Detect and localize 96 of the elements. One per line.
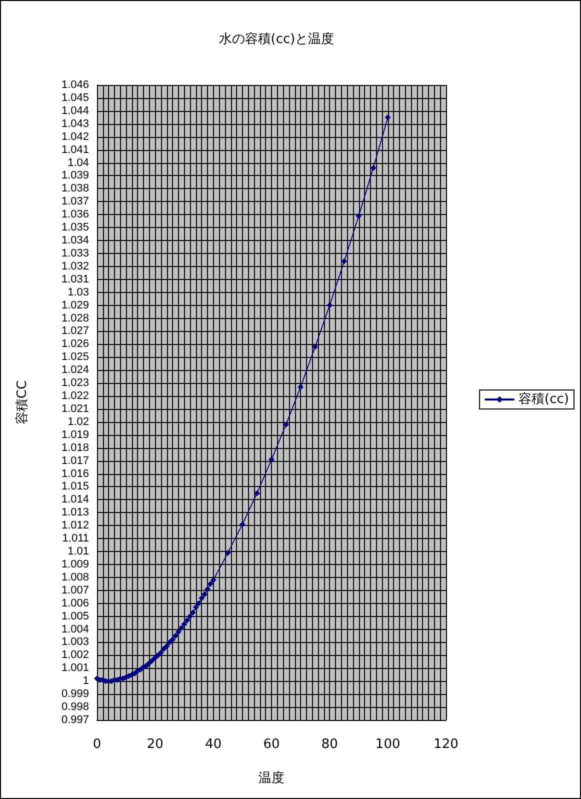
y-tick-label: 1.033 (61, 247, 89, 260)
y-tick-label: 1.004 (61, 623, 89, 636)
point (192, 604, 199, 610)
y-tick-label: 0.998 (61, 701, 89, 714)
point (196, 600, 202, 606)
y-tick-label: 1.007 (61, 584, 89, 596)
x-axis-title: 温度 (258, 770, 284, 786)
y-tick-label: 1.015 (61, 480, 89, 493)
y-tick-label: 1.045 (61, 92, 89, 104)
y-tick-label: 1.024 (61, 364, 89, 376)
point (152, 654, 158, 661)
point (224, 550, 231, 556)
point (158, 650, 164, 656)
y-tick-label: 1.039 (61, 170, 89, 182)
y-tick-label: 1.036 (61, 208, 89, 221)
y-tick-label: 1.042 (61, 130, 89, 143)
point (198, 595, 205, 602)
y-tick-label: 1.032 (61, 260, 89, 272)
point (149, 657, 156, 664)
y-tick-label: 1.031 (61, 273, 89, 286)
y-tick-label: 0.997 (61, 714, 89, 726)
point (312, 344, 318, 350)
y-tick-label: 1.003 (61, 636, 89, 648)
y-tick-label: 1.028 (61, 312, 89, 324)
y-tick-label: 1.01 (68, 546, 89, 558)
y-tick-label: 1.029 (61, 299, 89, 312)
x-tick-label: 60 (263, 737, 280, 752)
y-tick-label: 1.018 (61, 442, 89, 454)
x-tick-label: 0 (92, 737, 102, 752)
point (341, 258, 348, 264)
y-tick-label: 1.012 (61, 520, 89, 532)
point (326, 302, 333, 308)
point (268, 456, 274, 463)
y-tick-label: 1.03 (68, 286, 89, 298)
y-tick-label: 1.008 (61, 571, 89, 584)
y-tick-label: 1.011 (62, 532, 89, 545)
y-tick-label: 1.041 (61, 144, 89, 156)
point (172, 632, 179, 639)
y-tick-label: 1.022 (61, 390, 89, 402)
point (170, 636, 176, 643)
y-tick-label: 1 (82, 675, 89, 688)
point (160, 646, 167, 652)
point (356, 212, 362, 219)
y-tick-label: 1.017 (61, 454, 89, 467)
point (155, 652, 162, 658)
y-tick-label: 1.038 (61, 182, 89, 195)
point (202, 591, 208, 598)
chart-title: 水の容積(cc)と温度 (218, 31, 334, 47)
point (384, 114, 391, 120)
point (187, 613, 194, 620)
point (370, 164, 376, 171)
legend-label: 容積(cc) (518, 391, 570, 407)
x-tick-label: 40 (205, 737, 222, 752)
y-tick-label: 1.013 (61, 506, 89, 519)
y-tick-label: 1.014 (61, 494, 89, 506)
point (207, 580, 214, 587)
y-tick-label: 1.001 (61, 662, 89, 674)
y-tick-label: 1.046 (61, 79, 89, 91)
point (178, 624, 184, 631)
y-tick-label: 1.016 (61, 468, 89, 480)
y-tick-label: 0.999 (61, 688, 89, 700)
y-tick-label: 1.026 (61, 338, 89, 350)
point (239, 521, 246, 528)
point (254, 490, 260, 496)
point (190, 609, 196, 616)
y-tick-label: 1.002 (61, 649, 89, 662)
point (181, 621, 188, 628)
y-tick-label: 1.035 (61, 222, 89, 234)
y-tick-label: 1.04 (68, 156, 89, 169)
y-tick-label: 1.006 (61, 597, 89, 610)
y-axis-title: 容積CC (14, 380, 30, 425)
y-tick-label: 1.02 (68, 416, 89, 428)
y-tick-label: 1.037 (61, 196, 89, 208)
x-tick-label: 20 (146, 737, 164, 752)
y-tick-label: 1.019 (61, 428, 89, 441)
y-tick-label: 1.034 (61, 234, 89, 247)
x-tick-label: 80 (321, 737, 338, 752)
y-tick-label: 1.044 (61, 104, 89, 117)
point (166, 639, 173, 646)
point (146, 660, 152, 666)
point (184, 617, 190, 624)
y-tick-label: 1.043 (61, 118, 89, 130)
y-tick-label: 1.005 (61, 610, 89, 622)
point (210, 577, 216, 584)
point (164, 643, 170, 650)
y-tick-label: 1.025 (61, 351, 89, 364)
y-tick-label: 1.027 (61, 325, 89, 338)
point (283, 422, 290, 428)
point (175, 628, 182, 635)
x-tick-label: 120 (434, 737, 458, 752)
point (204, 586, 211, 592)
point (298, 384, 304, 390)
y-tick-label: 1.023 (61, 377, 89, 390)
y-tick-label: 1.021 (61, 402, 89, 415)
y-tick-label: 1.009 (61, 558, 89, 570)
x-tick-label: 100 (375, 737, 400, 752)
